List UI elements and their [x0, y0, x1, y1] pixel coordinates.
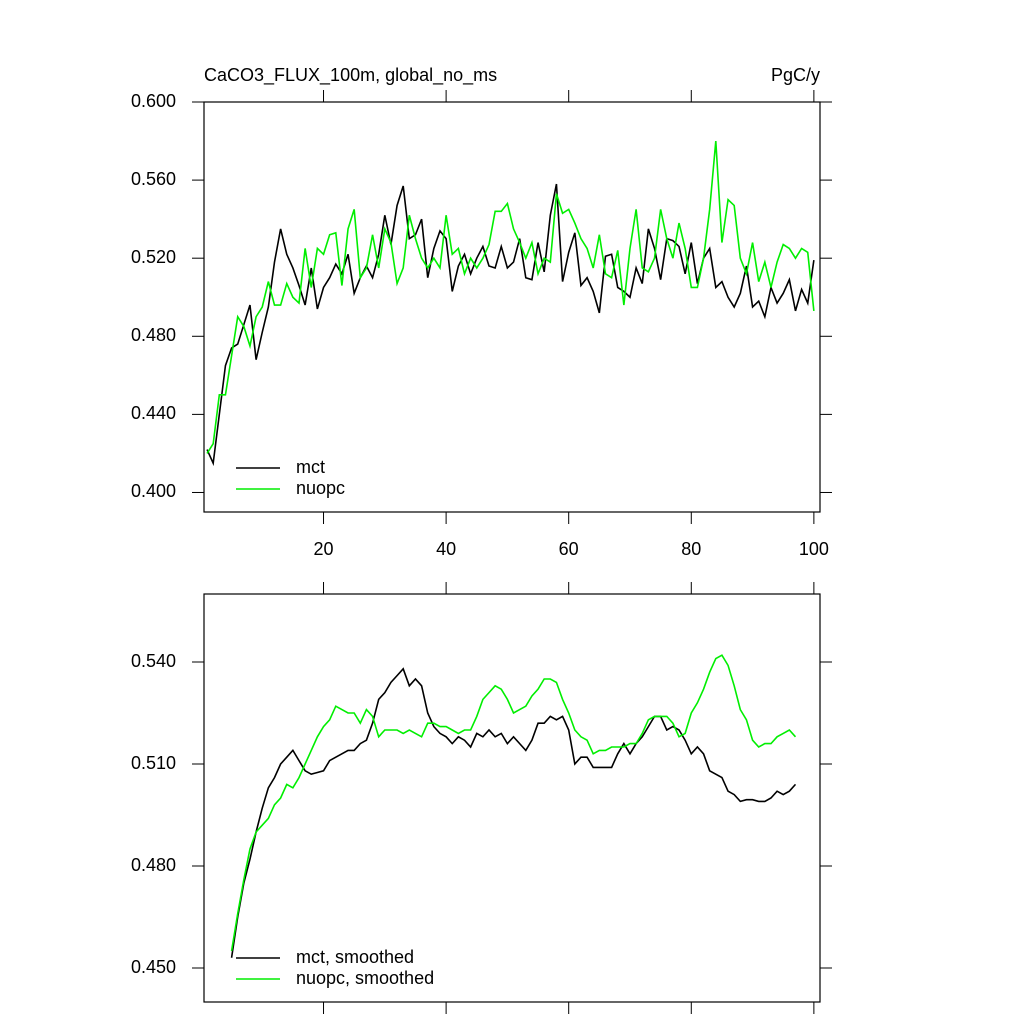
- y-tick-label: 0.600: [131, 91, 176, 111]
- x-tick-label: 80: [681, 539, 701, 559]
- x-tick-label: 40: [436, 539, 456, 559]
- y-tick-label: 0.440: [131, 403, 176, 423]
- x-tick-label: 20: [314, 539, 334, 559]
- series-line: [230, 654, 797, 952]
- legend-label: mct: [296, 457, 325, 477]
- series-line: [230, 667, 797, 958]
- y-tick-label: 0.400: [131, 481, 176, 501]
- y-tick-label: 0.520: [131, 247, 176, 267]
- y-tick-label: 0.560: [131, 169, 176, 189]
- x-tick-label: 100: [799, 539, 829, 559]
- plot-frame: [203, 101, 821, 513]
- chart-title: CaCO3_FLUX_100m, global_no_ms: [204, 65, 497, 86]
- units-label: PgC/y: [771, 65, 820, 85]
- y-tick-label: 0.450: [131, 957, 176, 977]
- legend-label: nuopc, smoothed: [296, 968, 434, 988]
- x-tick-label: 60: [559, 539, 579, 559]
- series-line: [206, 140, 815, 454]
- legend-label: mct, smoothed: [296, 947, 414, 967]
- series-line: [206, 183, 815, 467]
- plot-frame: [203, 593, 821, 1003]
- y-tick-label: 0.540: [131, 651, 176, 671]
- y-tick-label: 0.480: [131, 325, 176, 345]
- y-tick-label: 0.510: [131, 753, 176, 773]
- y-tick-label: 0.480: [131, 855, 176, 875]
- legend-label: nuopc: [296, 478, 345, 498]
